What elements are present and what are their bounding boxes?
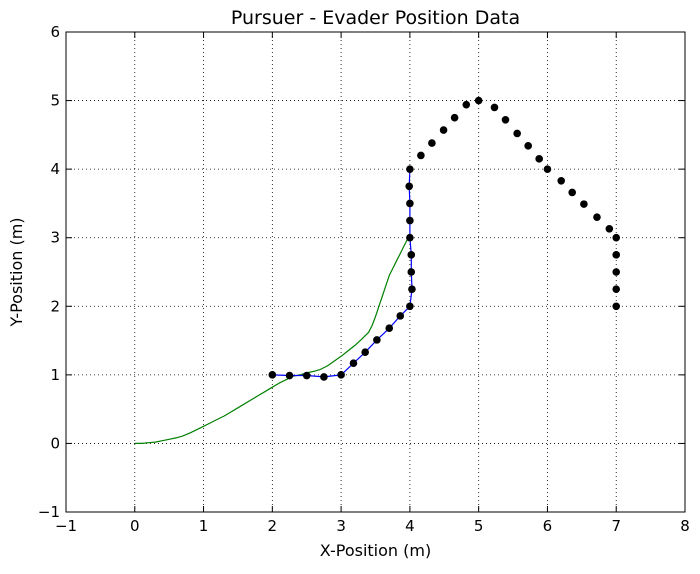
data-point	[405, 182, 414, 191]
x-tick-label: 2	[268, 517, 278, 535]
data-point	[439, 126, 448, 134]
series-layer	[134, 96, 621, 444]
chart-title: Pursuer - Evader Position Data	[231, 7, 520, 29]
x-tick-label: 7	[611, 517, 621, 535]
data-point	[268, 371, 277, 379]
y-tick-label: 4	[50, 160, 60, 178]
plot-frame	[65, 31, 686, 513]
data-point	[605, 225, 614, 233]
data-point	[406, 302, 414, 311]
data-point	[612, 285, 621, 293]
data-point	[568, 188, 577, 197]
x-tick-label: −1	[55, 517, 77, 535]
data-point	[406, 165, 414, 173]
y-tick-label: −1	[38, 503, 60, 521]
data-point	[474, 96, 483, 105]
y-tick-label: 2	[50, 297, 60, 315]
y-tick-label: 5	[50, 92, 60, 110]
x-tick-label: 0	[130, 517, 140, 535]
data-point	[612, 268, 621, 276]
data-point	[490, 103, 499, 112]
data-point	[543, 165, 552, 173]
grid	[65, 31, 686, 513]
data-point	[361, 348, 369, 357]
data-point	[407, 251, 416, 259]
data-point	[396, 312, 405, 320]
x-tick-label: 5	[474, 517, 484, 535]
data-point	[612, 251, 621, 259]
x-tick-label: 1	[199, 517, 209, 535]
data-point	[580, 200, 588, 208]
data-point	[407, 268, 416, 276]
y-tick-label: 1	[50, 366, 60, 384]
data-point	[524, 142, 532, 150]
y-tick-label: 6	[50, 23, 60, 41]
x-tick-label: 3	[336, 517, 346, 535]
data-point	[320, 373, 328, 381]
x-tick-label: 8	[680, 517, 690, 535]
x-tick-label: 4	[405, 517, 415, 535]
y-axis-label: Y-Position (m)	[7, 217, 26, 327]
x-axis-label: X-Position (m)	[320, 541, 431, 560]
data-point	[535, 155, 543, 163]
data-point	[373, 336, 381, 344]
data-point	[612, 233, 621, 242]
data-point	[428, 139, 436, 147]
data-point	[557, 177, 565, 185]
data-point	[612, 302, 621, 311]
data-point	[450, 113, 459, 122]
data-point	[501, 115, 510, 124]
data-point	[337, 371, 345, 379]
data-point	[408, 285, 416, 293]
data-point	[406, 199, 414, 208]
data-point	[462, 100, 471, 109]
data-point	[406, 216, 414, 225]
data-point	[513, 129, 521, 138]
data-point	[285, 371, 294, 380]
data-point	[593, 213, 601, 221]
data-point	[417, 151, 425, 160]
data-point	[302, 371, 311, 380]
data-point	[406, 233, 414, 242]
data-point	[349, 359, 358, 368]
ticks: −1 0 1 2 3 4 5 6 7 8 −1 0 1 2 3 4 5 6	[38, 23, 690, 535]
x-tick-label: 6	[543, 517, 553, 535]
data-point	[385, 324, 394, 333]
y-tick-label: 3	[50, 229, 60, 247]
y-tick-label: 0	[50, 434, 60, 452]
